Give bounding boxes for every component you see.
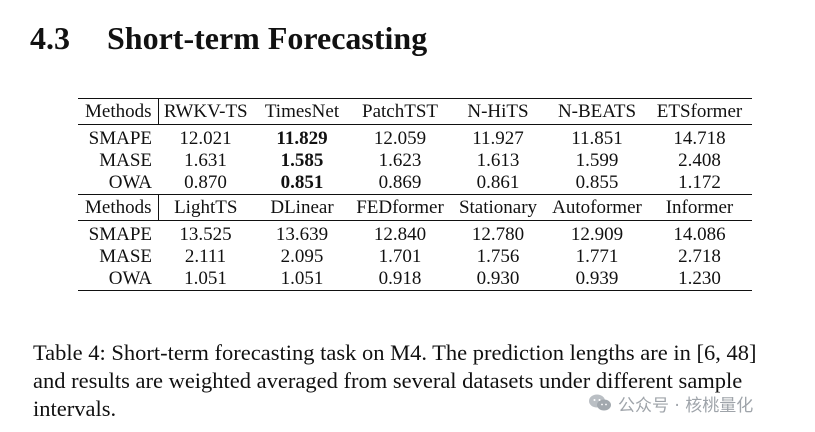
value-cell: 0.918 bbox=[351, 268, 449, 291]
model-header-cell: N-HiTS bbox=[449, 98, 547, 125]
table-row: OWA 0.870 0.851 0.869 0.861 0.855 1.172 bbox=[78, 172, 752, 195]
value-cell: 1.230 bbox=[647, 268, 752, 291]
value-cell: 1.623 bbox=[378, 150, 422, 171]
section-heading: 4.3 Short-term Forecasting bbox=[30, 18, 427, 58]
value-cell-best: 11.829 bbox=[276, 128, 328, 149]
value-cell: 0.869 bbox=[351, 172, 449, 195]
table-row: MASE 2.111 2.095 1.701 1.756 1.771 2.718 bbox=[78, 246, 752, 268]
value-cell: 1.756 bbox=[476, 246, 520, 267]
results-table: Methods RWKV-TS TimesNet PatchTST N-HiTS… bbox=[78, 98, 752, 291]
table-caption: Table 4: Short-term forecasting task on … bbox=[33, 340, 757, 421]
value-cell: 1.051 bbox=[158, 268, 253, 291]
value-cell: 11.927 bbox=[472, 128, 524, 149]
model-header-cell: DLinear bbox=[253, 194, 351, 221]
metric-cell: OWA bbox=[78, 172, 158, 195]
value-cell: 0.870 bbox=[158, 172, 253, 195]
metric-cell: MASE bbox=[99, 246, 152, 267]
value-cell: 12.780 bbox=[471, 224, 525, 245]
value-cell: 0.930 bbox=[449, 268, 547, 291]
model-header-cell: ETSformer bbox=[647, 98, 752, 125]
value-cell: 0.855 bbox=[547, 172, 647, 195]
section-number: 4.3 bbox=[30, 20, 70, 56]
table-header-row-2: Methods LightTS DLinear FEDformer Statio… bbox=[78, 194, 752, 221]
forecasting-table: Methods RWKV-TS TimesNet PatchTST N-HiTS… bbox=[78, 98, 752, 291]
model-header-cell: TimesNet bbox=[253, 98, 351, 125]
value-cell: 12.059 bbox=[373, 128, 427, 149]
value-cell: 1.172 bbox=[647, 172, 752, 195]
value-cell: 13.639 bbox=[275, 224, 329, 245]
value-cell: 2.718 bbox=[678, 246, 721, 267]
value-cell: 1.613 bbox=[476, 150, 520, 171]
model-header-cell: Informer bbox=[647, 194, 752, 221]
value-cell: 12.840 bbox=[373, 224, 427, 245]
metric-cell: MASE bbox=[99, 150, 152, 171]
value-cell: 14.718 bbox=[673, 128, 726, 149]
table-header-row-1: Methods RWKV-TS TimesNet PatchTST N-HiTS… bbox=[78, 98, 752, 125]
methods-header-cell: Methods bbox=[78, 194, 159, 221]
value-cell: 12.909 bbox=[570, 224, 624, 245]
section-title: Short-term Forecasting bbox=[107, 20, 428, 56]
value-cell: 1.599 bbox=[575, 150, 619, 171]
value-cell: 11.851 bbox=[571, 128, 623, 149]
model-header-cell: Stationary bbox=[449, 194, 547, 221]
model-header-cell: Autoformer bbox=[547, 194, 647, 221]
watermark-text: 公众号 · 核桃量化 bbox=[618, 395, 754, 416]
table-row: OWA 1.051 1.051 0.918 0.930 0.939 1.230 bbox=[78, 268, 752, 291]
value-cell: 14.086 bbox=[673, 224, 726, 245]
value-cell: 1.631 bbox=[184, 150, 227, 171]
value-cell: 0.861 bbox=[449, 172, 547, 195]
model-header-cell: LightTS bbox=[158, 194, 253, 221]
metric-cell: OWA bbox=[78, 268, 158, 291]
metric-cell: SMAPE bbox=[88, 128, 152, 149]
table-row: MASE 1.631 1.585 1.623 1.613 1.599 2.408 bbox=[78, 150, 752, 172]
value-cell: 1.051 bbox=[253, 268, 351, 291]
metric-cell: SMAPE bbox=[88, 224, 152, 245]
value-cell: 2.111 bbox=[184, 246, 227, 267]
value-cell: 1.701 bbox=[378, 246, 422, 267]
model-header-cell: N-BEATS bbox=[547, 98, 647, 125]
model-header-cell: FEDformer bbox=[351, 194, 449, 221]
wechat-icon bbox=[588, 393, 612, 413]
table-row: SMAPE 12.021 11.829 12.059 11.927 11.851… bbox=[78, 128, 752, 150]
value-cell: 12.021 bbox=[179, 128, 232, 149]
value-cell: 2.408 bbox=[678, 150, 721, 171]
value-cell: 1.771 bbox=[575, 246, 619, 267]
model-header-cell: PatchTST bbox=[351, 98, 449, 125]
value-cell-best: 1.585 bbox=[280, 150, 324, 171]
value-cell: 2.095 bbox=[280, 246, 324, 267]
value-cell: 13.525 bbox=[179, 224, 232, 245]
value-cell-best: 0.851 bbox=[253, 172, 351, 195]
table-row: SMAPE 13.525 13.639 12.840 12.780 12.909… bbox=[78, 224, 752, 246]
model-header-cell: RWKV-TS bbox=[158, 98, 253, 125]
methods-header-cell: Methods bbox=[78, 98, 159, 125]
watermark: 公众号 · 核桃量化 bbox=[588, 390, 798, 416]
value-cell: 0.939 bbox=[547, 268, 647, 291]
